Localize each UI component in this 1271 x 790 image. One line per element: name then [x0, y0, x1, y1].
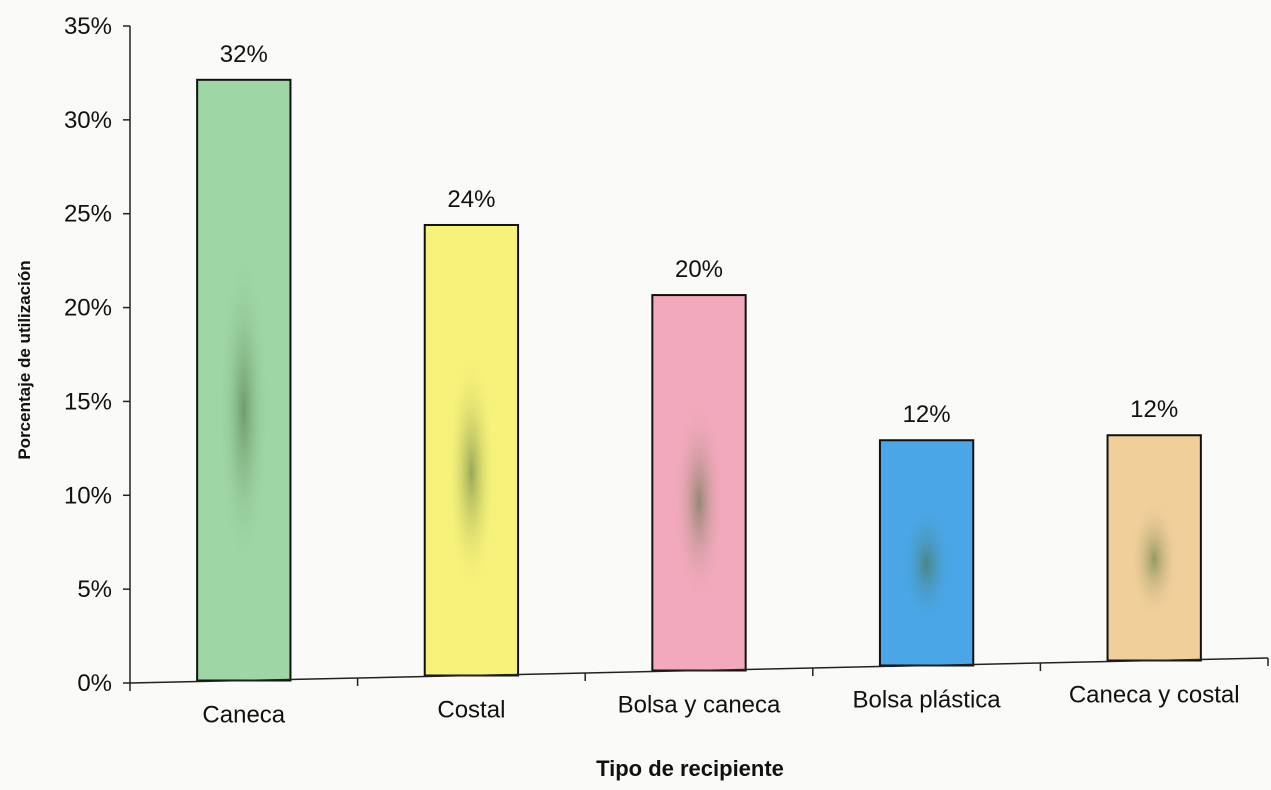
axes-layer — [123, 25, 1269, 691]
category-label: Caneca — [202, 702, 285, 729]
category-label: Bolsa y caneca — [618, 692, 781, 719]
category-label: Costal — [437, 697, 505, 724]
y-tick-label: 5% — [77, 576, 112, 603]
y-tick-label: 15% — [64, 388, 112, 415]
category-label: Caneca y costal — [1069, 682, 1240, 709]
bars-layer — [196, 78, 1202, 682]
y-tick-label: 25% — [64, 201, 112, 228]
labels-layer: 0% 5% 10% 15% 20% 25% 30% 35% 32% Caneca 24% Costal… — [64, 13, 1240, 729]
data-label: 32% — [220, 41, 268, 68]
y-axis-title: Porcentaje de utilización — [15, 260, 34, 459]
y-tick-label: 0% — [77, 670, 112, 697]
bar-shading — [424, 224, 519, 676]
data-label: 24% — [447, 186, 495, 213]
bar-shading — [1107, 435, 1201, 661]
x-axis-title: Tipo de recipiente — [596, 756, 784, 781]
y-tick-label: 20% — [64, 295, 112, 322]
y-tick-label: 35% — [64, 13, 112, 40]
data-label: 12% — [1130, 396, 1178, 423]
x-axis-line — [129, 657, 1269, 684]
y-tick-label: 10% — [64, 482, 112, 509]
data-label: 20% — [675, 256, 723, 283]
bar-shading — [879, 440, 974, 666]
bar-shading — [197, 79, 291, 681]
category-label: Bolsa plástica — [853, 687, 1002, 714]
y-tick-label: 30% — [64, 107, 112, 134]
bar-shading — [652, 295, 746, 671]
data-label: 12% — [903, 401, 951, 428]
